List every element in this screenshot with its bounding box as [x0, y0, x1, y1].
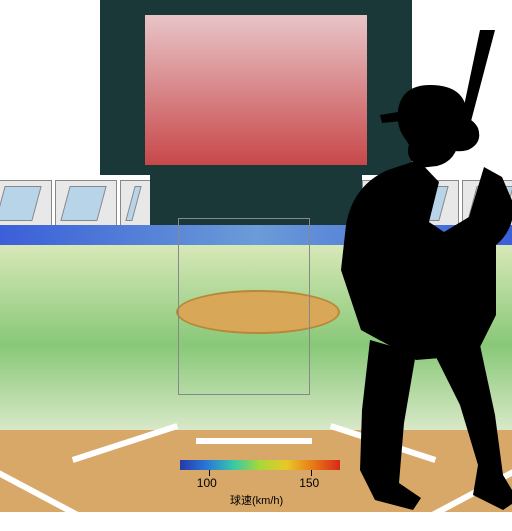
strike-zone-box: [178, 218, 310, 395]
legend-tick-label: 100: [197, 476, 217, 490]
batter-silhouette: [300, 30, 512, 512]
chalk-line: [196, 438, 312, 444]
speed-legend-label: 球速(km/h): [230, 492, 283, 508]
